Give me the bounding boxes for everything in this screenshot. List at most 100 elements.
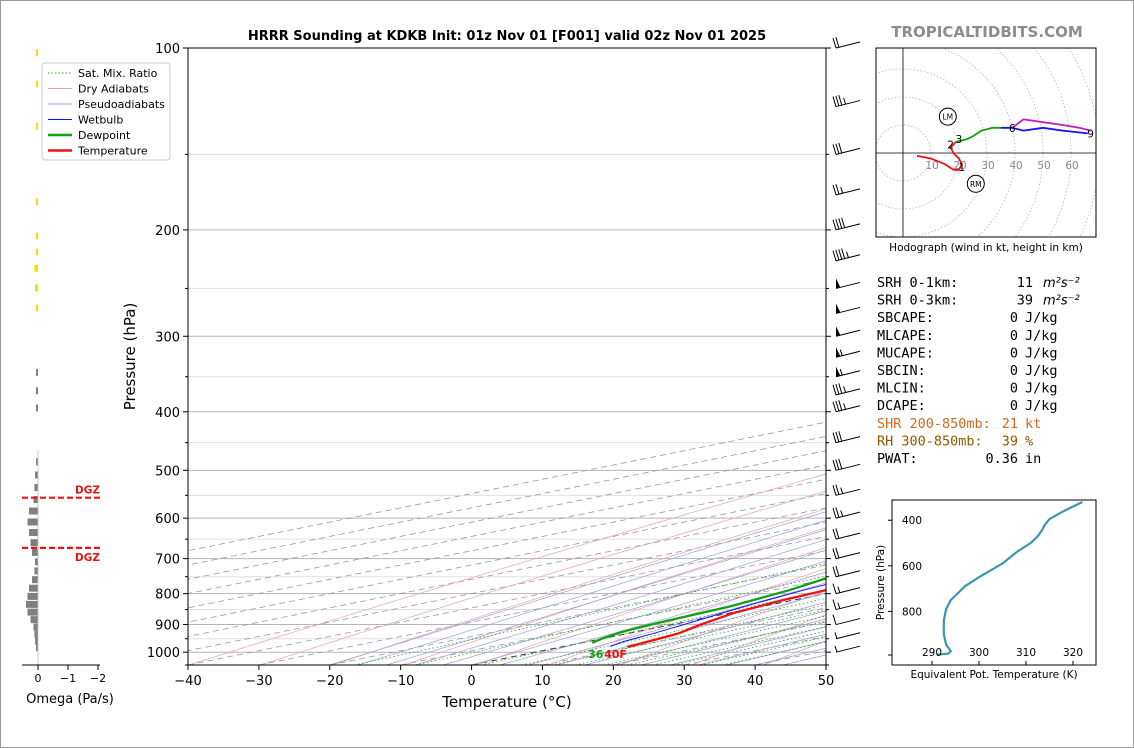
stats-unit: m²s⁻² xyxy=(1043,294,1080,309)
omega-bar xyxy=(29,507,38,515)
wind-barb-flag xyxy=(838,94,843,106)
theta-e-y-tick-label: 400 xyxy=(902,515,922,527)
x-tick-label: −20 xyxy=(316,674,343,689)
wind-barb-halfflag xyxy=(839,369,843,376)
stats-value: 0 xyxy=(1010,363,1018,379)
omega-bar xyxy=(30,539,38,547)
hodograph-ring-label: 60 xyxy=(1065,160,1078,172)
y-tick-label: 700 xyxy=(155,553,180,568)
pseudoadiabat xyxy=(499,571,826,665)
theta-e-x-tick-label: 300 xyxy=(969,647,989,659)
wind-barb-halfflag xyxy=(843,403,847,410)
theta-e-profile xyxy=(936,501,1083,656)
wind-barb-staff xyxy=(835,632,861,640)
wind-barb-halfflag xyxy=(843,97,847,105)
wind-barb-flag xyxy=(838,249,843,260)
wind-barb xyxy=(835,366,861,378)
omega-tick-label: −2 xyxy=(90,672,106,685)
omega-bar xyxy=(36,122,38,130)
stats-unit: J/kg xyxy=(1025,381,1058,397)
wind-barb-flag xyxy=(832,614,837,625)
hodograph-frame xyxy=(875,47,1097,238)
pseudoadiabat xyxy=(443,549,826,665)
omega-bar xyxy=(36,248,38,256)
hodograph-ring-label: 40 xyxy=(1009,160,1022,172)
legend-box xyxy=(41,62,171,161)
pseudoadiabat xyxy=(329,511,826,665)
omega-bar xyxy=(29,584,38,592)
wind-barb xyxy=(832,142,861,155)
stats-unit: J/kg xyxy=(1025,363,1058,379)
wind-barb xyxy=(832,383,861,396)
mixing-ratio-line xyxy=(521,597,826,665)
hodograph-trace xyxy=(1001,126,1088,135)
stats-label: SRH 0-3km: xyxy=(877,293,958,309)
omega-bar xyxy=(36,368,38,376)
theta-e-panel: 400 600 800 290 300 310 320 Equivalent Pot. Tem… xyxy=(875,499,1097,681)
stats-value: 0.36 xyxy=(985,451,1018,467)
dry-adiabat xyxy=(260,490,826,665)
skew-plot-area: 1246810131620243036 xyxy=(188,48,826,665)
omega-axis-label: Omega (Pa/s) xyxy=(26,692,114,707)
stats-unit: % xyxy=(1025,433,1033,449)
legend-label: Sat. Mix. Ratio xyxy=(78,67,158,80)
omega-bar xyxy=(27,608,38,616)
omega-bar xyxy=(34,567,38,575)
wind-barb-flag xyxy=(838,218,843,229)
legend: Sat. Mix. Ratio Dry Adiabats Pseudoadiabat… xyxy=(41,62,171,161)
wind-barb-halfflag xyxy=(846,251,849,258)
dry-adiabat xyxy=(188,473,826,665)
x-tick-label: 10 xyxy=(534,674,551,689)
omega-tick-label: −1 xyxy=(60,672,76,685)
isotherm-line xyxy=(188,478,826,609)
surface-dewpoint-label: 36 xyxy=(588,648,604,661)
wind-barb-staff xyxy=(835,618,861,626)
wind-barb-halfflag xyxy=(839,349,843,356)
wind-barb-flag xyxy=(832,460,837,471)
wind-barb-staff xyxy=(835,41,861,49)
wind-barb xyxy=(832,217,861,231)
wind-barb xyxy=(832,37,861,49)
y-tick-label: 500 xyxy=(155,464,180,479)
wind-barb-flag xyxy=(841,248,846,259)
omega-bar xyxy=(36,304,38,312)
wind-barb-flag xyxy=(835,143,840,154)
stats-row: SRH 0-3km: 39 m²s⁻² xyxy=(877,293,1080,309)
stats-unit: in xyxy=(1025,451,1041,467)
omega-bar xyxy=(36,198,38,206)
theta-e-x-tick-label: 320 xyxy=(1063,647,1083,659)
wind-barb-flag xyxy=(838,431,843,442)
y-tick-label: 1000 xyxy=(147,646,180,661)
stats-unit: J/kg xyxy=(1025,345,1058,361)
wind-barb xyxy=(835,303,861,314)
y-axis-label: Pressure (hPa) xyxy=(121,303,139,411)
wind-barb-flag xyxy=(832,508,837,519)
omega-panel: 0 −1 −2 Omega (Pa/s) DGZ DGZ xyxy=(22,49,114,707)
stats-row: SBCIN: 0 J/kg xyxy=(877,363,1058,379)
omega-bar xyxy=(34,630,38,638)
wind-barb-flag xyxy=(832,384,837,395)
x-tick-label: 0 xyxy=(467,674,475,689)
theta-e-y-label: Pressure (hPa) xyxy=(875,545,887,620)
wind-barb-flag xyxy=(832,96,837,107)
stats-row: SBCAPE: 0 J/kg xyxy=(877,310,1058,326)
wind-barb-flag xyxy=(832,566,837,577)
isotherm-line xyxy=(755,650,826,665)
x-tick-label: 40 xyxy=(747,674,764,689)
wind-barb-flag xyxy=(832,144,837,155)
omega-bar xyxy=(36,458,38,466)
omega-bar xyxy=(34,484,38,492)
wind-barb-flag xyxy=(832,432,837,443)
wind-barb-flag xyxy=(832,485,837,496)
hodograph-trace xyxy=(916,141,963,171)
storm-motion-label: LM xyxy=(942,113,953,122)
pseudoadiabat xyxy=(613,610,826,665)
x-tick-label: −40 xyxy=(174,674,201,689)
wind-barb-pennant xyxy=(836,347,841,358)
theta-e-frame xyxy=(891,499,1097,666)
omega-bar xyxy=(35,637,38,645)
storm-motion-label: RM xyxy=(970,180,982,189)
wind-barb-flag xyxy=(838,458,843,470)
wind-barb xyxy=(832,484,861,496)
